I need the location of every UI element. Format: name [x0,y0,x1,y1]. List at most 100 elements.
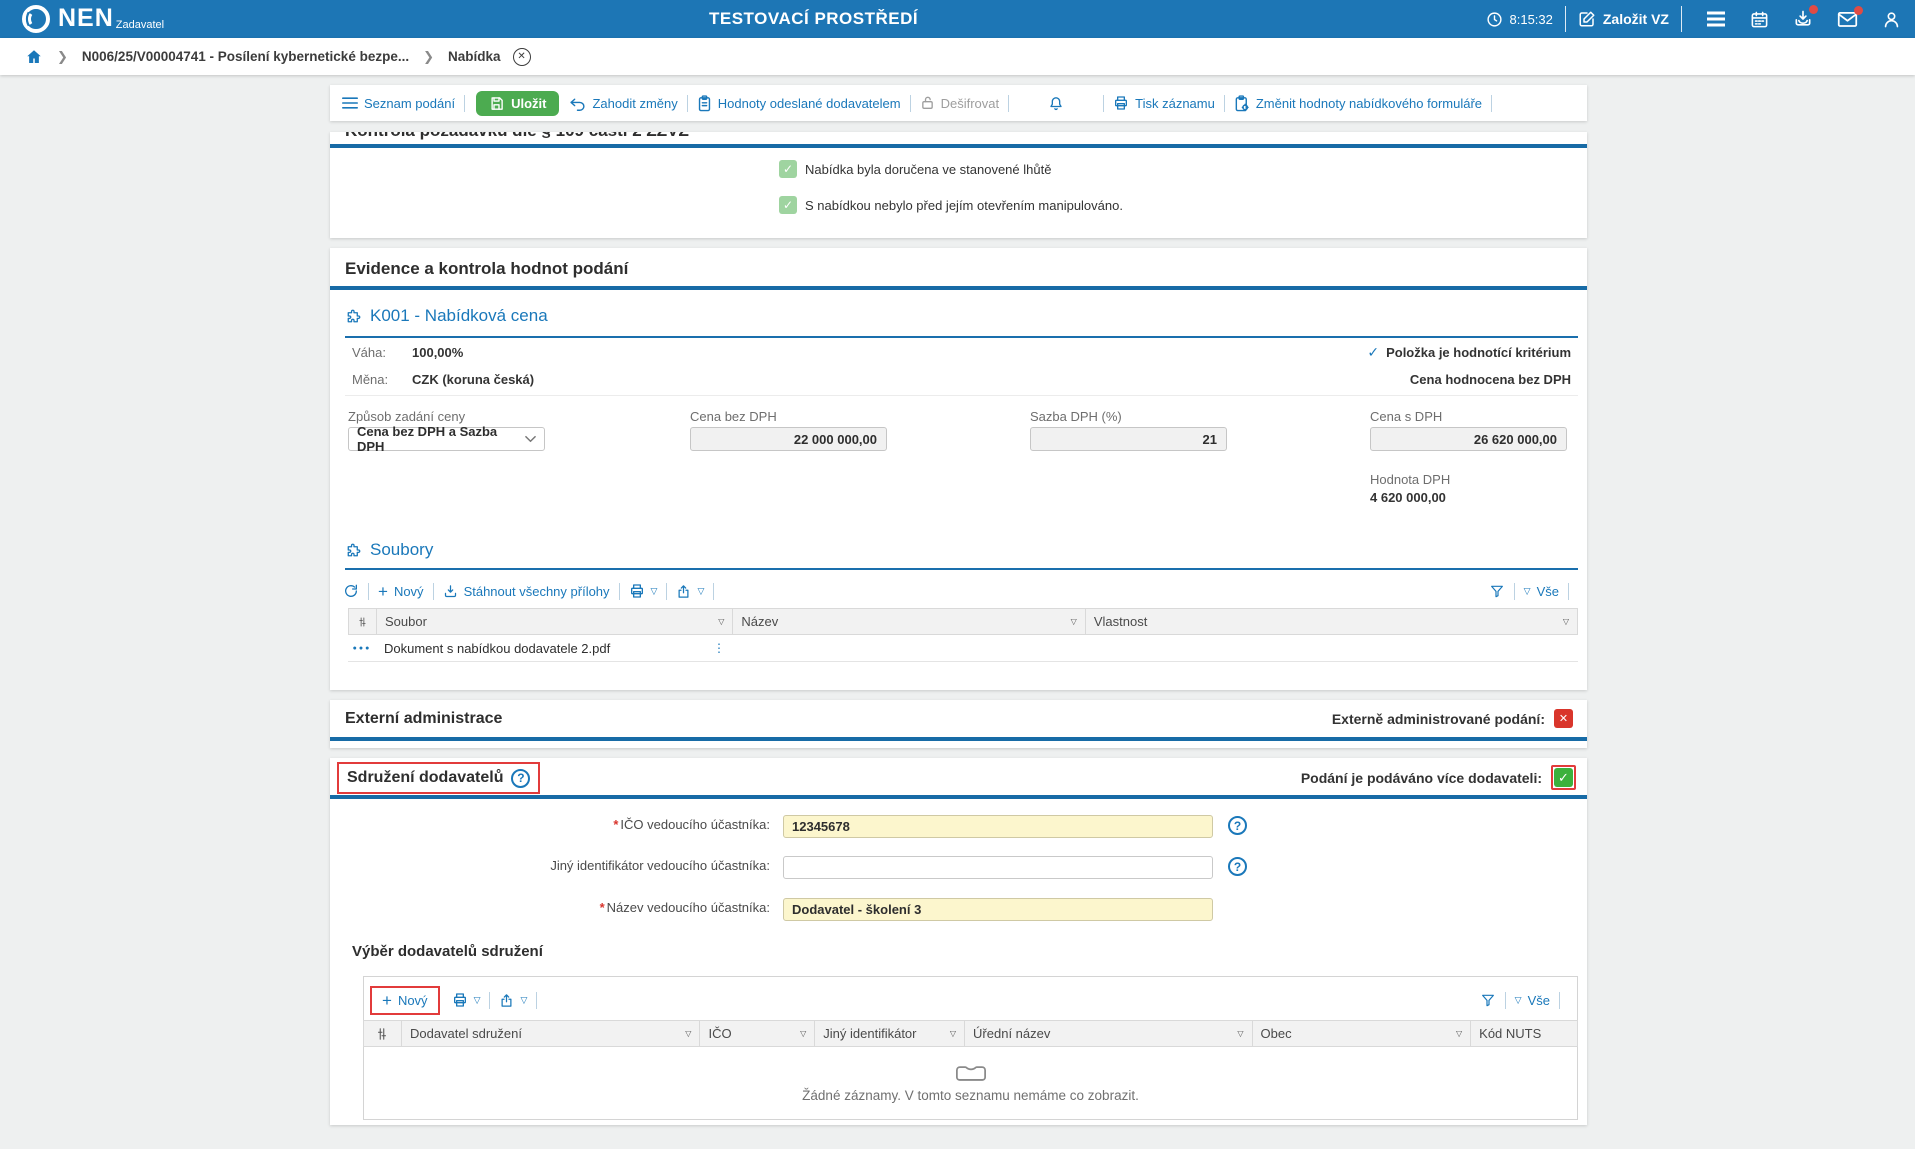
column-header-kod-nuts[interactable]: Kód NUTS [1479,1026,1542,1041]
close-tab-icon[interactable]: ✕ [512,47,531,66]
ico-label: * IČO vedoucího účastníka: [613,817,770,832]
criterion-puzzle-icon [345,307,363,325]
empty-state: Žádné záznamy. V tomto seznamu nemáme co… [364,1063,1577,1103]
print-list-button[interactable]: ▽ [452,992,480,1008]
discard-changes-button[interactable]: Zahodit změny [569,96,678,111]
filter-triangle-icon[interactable]: ▽ [949,1028,957,1038]
user-profile-button[interactable] [1882,10,1901,29]
main-menu-button[interactable] [1706,11,1726,27]
divider [536,991,538,1009]
k001-underline [345,336,1578,338]
refresh-button[interactable] [343,583,359,599]
group-toolbar: + Nový ▽ ▽ ▽ Vš [370,985,1569,1015]
vat-value: 4 620 000,00 [1370,490,1446,505]
envelope-icon [1837,10,1858,28]
filter-button[interactable] [1489,583,1505,599]
column-header-nazev[interactable]: Název ▽ [733,609,1086,634]
supplier-values-button[interactable]: Hodnoty odeslané dodavatelem [697,94,901,112]
column-header-obec[interactable]: Obec ▽ [1253,1021,1472,1046]
filter-triangle-icon: ▽ [1514,994,1522,1005]
other-id-label: Jiný identifikátor vedoucího účastníka: [550,858,770,873]
list-of-submissions-button[interactable]: Seznam podání [342,96,455,111]
chevron-right-icon: ❯ [423,48,434,64]
environment-title: TESTOVACÍ PROSTŘEDÍ [709,9,919,28]
other-id-input[interactable] [783,856,1213,879]
help-icon[interactable]: ? [1228,857,1247,876]
new-file-button[interactable]: + Nový [378,581,424,601]
view-all-filter[interactable]: ▽ Vše [1523,583,1559,599]
filter-triangle-icon[interactable]: ▽ [718,616,725,626]
export-button[interactable]: ▽ [499,993,527,1008]
breadcrumb-page: Nabídka [448,49,501,64]
print-record-button[interactable]: Tisk záznamu [1113,95,1215,111]
section-divider [330,737,1587,741]
filter-triangle-icon[interactable]: ▽ [800,1028,807,1038]
help-icon[interactable]: ? [1228,816,1247,835]
column-header-jiny-identifikator[interactable]: Jiný identifikátor ▽ [815,1021,966,1046]
divider [1513,582,1515,600]
dropdown-triangle-icon: ▽ [520,994,528,1005]
clock-icon [1486,11,1503,28]
column-settings-button[interactable] [364,1021,402,1046]
row-actions-icon[interactable]: ⋮ [713,641,725,655]
filter-triangle-icon[interactable]: ▽ [685,1028,692,1038]
column-header-vlastnost[interactable]: Vlastnost ▽ [1093,614,1570,629]
cell-nazev [733,635,1086,661]
flag-yes-icon[interactable]: ✓ [1554,768,1573,787]
calendar-button[interactable] [1750,10,1769,29]
externally-administered-flag: Externě administrované podání: ✕ [1332,709,1573,728]
breadcrumb-contract[interactable]: N006/25/V00004741 - Posílení kybernetick… [81,49,410,64]
column-header-soubor[interactable]: Soubor ▽ [377,609,734,634]
nen-logo[interactable]: NEN Zadavatel [20,3,164,35]
home-icon[interactable] [25,48,43,66]
notifications-bell-button[interactable] [1048,95,1064,112]
section-externi-administrace: Externí administrace Externě administrov… [330,700,1587,748]
files-table-header: Soubor ▽ Název ▽ Vlastnost ▽ [348,608,1578,635]
row-menu-icon[interactable]: ●●● [352,644,372,652]
download-all-button[interactable]: Stáhnout všechny přílohy [443,584,610,599]
unread-badge [1854,6,1863,15]
filter-triangle-icon[interactable]: ▽ [1562,616,1570,626]
column-header-ico[interactable]: IČO ▽ [700,1021,816,1046]
divider [686,94,688,112]
column-settings-button[interactable] [349,609,377,634]
filter-button[interactable] [1480,992,1496,1008]
weight-value: 100,00% [412,345,464,360]
export-button[interactable]: ▽ [676,584,704,599]
price-net-field: 22 000 000,00 [690,427,887,451]
action-toolbar: Seznam podání Uložit Zahodit změny Hodno… [330,85,1587,121]
dropdown-triangle-icon: ▽ [697,585,705,596]
file-name[interactable]: Dokument s nabídkou dodavatele 2.pdf [384,640,611,656]
section-title: Externí administrace [345,710,503,727]
ico-input[interactable] [783,815,1213,838]
empty-message: Žádné záznamy. V tomto seznamu nemáme co… [802,1088,1139,1103]
currency-value: CZK (koruna česká) [412,372,535,387]
view-all-filter[interactable]: ▽ Vše [1514,992,1550,1008]
new-group-supplier-button[interactable]: + Nový [370,985,440,1015]
filter-triangle-icon[interactable]: ▽ [1070,616,1077,626]
filter-triangle-icon[interactable]: ▽ [1456,1028,1463,1038]
divider [432,582,434,600]
help-icon[interactable]: ? [511,768,531,788]
price-method-select[interactable]: Cena bez DPH a Sazba DPH [348,424,545,454]
brand-subtitle: Zadavatel [115,19,165,31]
group-table-header: Dodavatel sdružení ▽ IČO ▽ Jiný identifi… [363,1020,1578,1047]
leader-name-input[interactable] [783,898,1213,921]
filter-triangle-icon[interactable]: ▽ [1237,1028,1244,1038]
print-list-button[interactable]: ▽ [629,583,657,599]
messages-button[interactable] [1837,6,1863,28]
save-button[interactable]: Uložit [476,90,560,116]
check-icon: ✓ [779,196,797,214]
check-icon: ✓ [1367,344,1380,360]
create-vz-button[interactable]: Založit VZ [1578,10,1669,28]
table-row[interactable]: ●●● Dokument s nabídkou dodavatele 2.pdf… [348,635,1578,662]
change-form-values-button[interactable]: Změnit hodnoty nabídkového formuláře [1234,94,1482,112]
divider [1008,94,1010,112]
section-divider [330,144,1587,148]
vat-rate-label: Sazba DPH (%) [1030,409,1122,424]
brand-name: NEN [58,4,114,32]
column-header-dodavatel[interactable]: Dodavatel sdružení ▽ [402,1021,701,1046]
divider [1504,991,1506,1009]
inbox-button[interactable] [1793,5,1818,29]
column-header-uredni-nazev[interactable]: Úřední název ▽ [965,1021,1253,1046]
